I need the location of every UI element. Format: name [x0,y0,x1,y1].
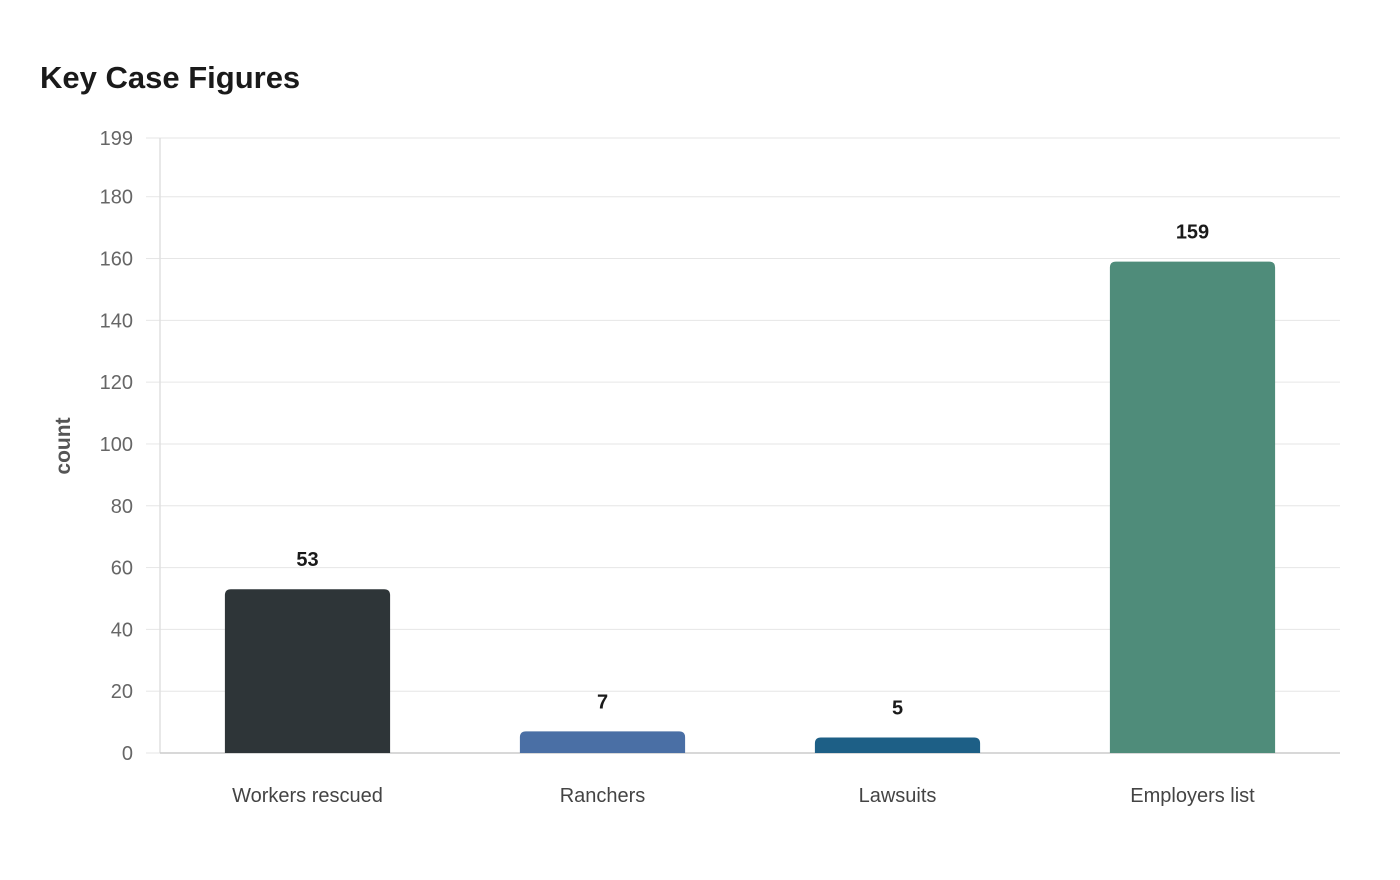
y-tick-label: 80 [111,496,133,518]
data-label: 7 [597,691,608,713]
y-tick-label: 20 [111,681,133,703]
x-tick-label: Lawsuits [859,785,937,807]
y-tick-label: 60 [111,558,133,580]
chart-title: Key Case Figures [40,60,301,95]
bar-ranchers [519,731,686,753]
y-axis-title: count [52,417,75,474]
y-tick-label: 0 [122,743,133,765]
y-tick-label: 140 [100,310,133,332]
y-tick-label: 160 [100,249,133,271]
y-tick-label: 100 [100,434,133,456]
y-tick-label: 120 [100,372,133,394]
data-label: 5 [892,698,903,720]
bars [224,261,1276,753]
data-label: 53 [296,549,318,571]
data-label: 159 [1176,222,1209,244]
labels: 0 20 40 60 80 100 120 140 160 180 199 53 Workers res… [100,128,1256,807]
bar-workers-rescued [224,589,391,753]
y-tick-label: 180 [100,187,133,209]
x-tick-label: Employers list [1130,785,1255,807]
y-tick-label: 40 [111,619,133,641]
x-tick-label: Workers rescued [232,785,383,807]
x-tick-label: Ranchers [560,785,646,807]
y-tick-label: 199 [100,128,133,150]
bar-lawsuits [814,737,981,753]
bar-employers-list [1109,261,1276,753]
